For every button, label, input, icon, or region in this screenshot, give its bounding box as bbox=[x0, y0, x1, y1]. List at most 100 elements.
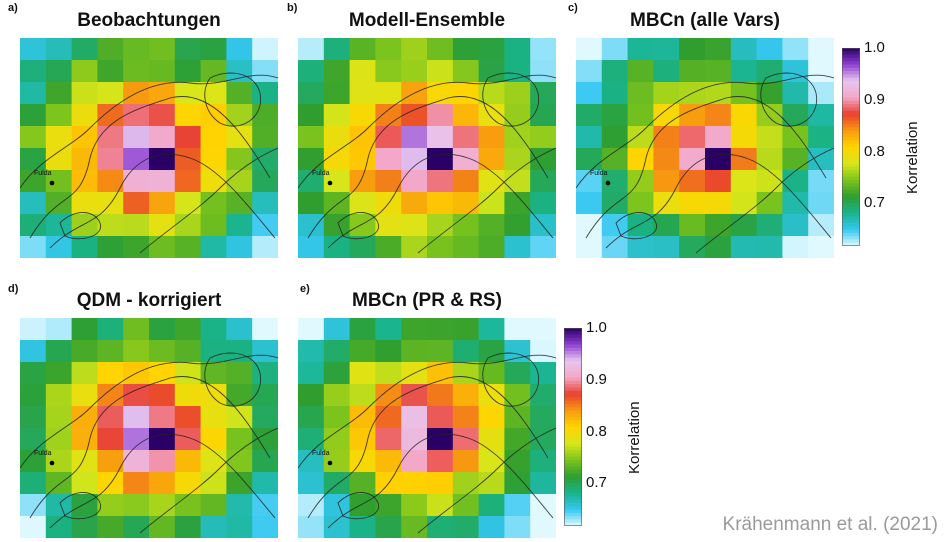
heatmap-cell bbox=[123, 428, 150, 451]
heatmap-cell bbox=[226, 148, 253, 171]
colorbar-segment bbox=[842, 180, 860, 184]
heatmap-cell bbox=[71, 236, 98, 258]
heatmap-cell bbox=[530, 148, 556, 171]
heatmap-cell bbox=[375, 126, 402, 149]
heatmap-cell bbox=[504, 318, 531, 341]
heatmap-cell bbox=[504, 148, 531, 171]
heatmap-cell bbox=[452, 214, 480, 237]
heatmap-cell bbox=[427, 126, 454, 149]
heatmap-cell bbox=[679, 38, 706, 61]
heatmap-cell bbox=[756, 192, 783, 215]
heatmap-cell bbox=[174, 214, 202, 237]
heatmap-cell bbox=[226, 60, 253, 83]
colorbar-segment bbox=[564, 361, 582, 365]
heatmap-cell bbox=[401, 340, 428, 363]
heatmap-cell bbox=[756, 236, 783, 258]
colorbar-segment bbox=[564, 357, 582, 362]
heatmap-cell bbox=[323, 428, 351, 451]
heatmap-cell bbox=[323, 214, 351, 237]
colorbar-segment bbox=[842, 74, 860, 79]
heatmap-cell bbox=[478, 148, 505, 171]
colorbar-border bbox=[564, 328, 582, 526]
heatmap-cell bbox=[756, 60, 783, 83]
colorbar-bottom: 1.0 0.9 0.8 0.7 Korrelation bbox=[564, 319, 643, 531]
heatmap-cell bbox=[782, 126, 809, 149]
heatmap-cell bbox=[452, 148, 480, 171]
heatmap-cell bbox=[252, 472, 278, 495]
heatmap-cell bbox=[123, 318, 150, 341]
heatmap-cell bbox=[427, 82, 454, 105]
heatmap-cell bbox=[782, 60, 809, 83]
heatmap-cell bbox=[705, 236, 732, 258]
heatmap-cell bbox=[149, 214, 176, 237]
contour-line bbox=[327, 433, 554, 529]
heatmap-cell bbox=[123, 126, 150, 149]
heatmap-cell bbox=[200, 318, 227, 341]
heatmap-cell bbox=[504, 214, 531, 237]
colorbar-segment bbox=[842, 54, 860, 59]
contour-line bbox=[417, 147, 556, 254]
heatmap-cell bbox=[530, 362, 556, 385]
heatmap-cell bbox=[298, 362, 325, 385]
heatmap-cell bbox=[452, 428, 480, 451]
colorbar-bottom-tick-3: 0.8 bbox=[586, 423, 607, 440]
heatmap-cell bbox=[504, 362, 531, 385]
heatmap-cell bbox=[808, 60, 834, 83]
colorbar-segment bbox=[564, 364, 582, 369]
heatmap-cell bbox=[427, 192, 454, 215]
heatmap-cell bbox=[627, 60, 654, 83]
heatmap-cell bbox=[252, 362, 278, 385]
colorbar-segment bbox=[842, 127, 860, 131]
heatmap-cell bbox=[226, 406, 253, 429]
heatmap-cell bbox=[401, 38, 428, 61]
contour-line bbox=[337, 492, 379, 520]
heatmap-cell bbox=[349, 170, 376, 193]
heatmap-cell bbox=[97, 82, 124, 105]
colorbar-segment bbox=[842, 114, 860, 118]
colorbar-segment bbox=[842, 110, 860, 115]
heatmap-cell bbox=[71, 472, 98, 495]
heatmap-cell bbox=[401, 104, 428, 127]
heatmap-cell bbox=[627, 214, 654, 237]
colorbar-segment bbox=[842, 189, 860, 194]
heatmap-cell bbox=[452, 192, 480, 215]
heatmap-cell bbox=[45, 82, 73, 105]
colorbar-segment bbox=[564, 522, 582, 527]
heatmap-cell bbox=[200, 450, 227, 473]
heatmap-a: Fulda bbox=[20, 38, 278, 258]
colorbar-segment bbox=[842, 107, 860, 112]
heatmap-cell bbox=[97, 406, 124, 429]
heatmap-cell bbox=[97, 126, 124, 149]
heatmap-cell bbox=[323, 192, 351, 215]
heatmap-cell bbox=[452, 38, 480, 61]
colorbar-segment bbox=[564, 387, 582, 392]
heatmap-cell bbox=[97, 214, 124, 237]
heatmap-cell bbox=[653, 148, 680, 171]
heatmap-cell bbox=[478, 362, 505, 385]
panel-title-c: MBCn (alle Vars) bbox=[630, 10, 780, 31]
station-label: Fulda bbox=[312, 450, 330, 457]
heatmap-cell bbox=[45, 170, 73, 193]
heatmap-cell bbox=[97, 38, 124, 61]
heatmap-cell bbox=[504, 60, 531, 83]
heatmap-cell bbox=[123, 236, 150, 258]
heatmap-cell bbox=[349, 104, 376, 127]
heatmap-cell bbox=[20, 340, 47, 363]
heatmap-cell bbox=[174, 192, 202, 215]
station-label: Fulda bbox=[312, 170, 330, 177]
heatmap-cell bbox=[730, 82, 758, 105]
contour-line bbox=[59, 212, 101, 240]
colorbar-segment bbox=[842, 170, 860, 174]
heatmap-cell bbox=[226, 214, 253, 237]
colorbar-segment bbox=[842, 163, 860, 168]
heatmap-cell bbox=[653, 60, 680, 83]
heatmap-cell bbox=[123, 406, 150, 429]
colorbar-segment bbox=[842, 173, 860, 178]
heatmap-cell bbox=[149, 170, 176, 193]
heatmap-cell bbox=[375, 214, 402, 237]
heatmap-cell bbox=[323, 236, 351, 258]
heatmap-cell bbox=[71, 384, 98, 407]
heatmap-cell bbox=[200, 82, 227, 105]
heatmap-cell bbox=[427, 384, 454, 407]
heatmap-cell bbox=[226, 126, 253, 149]
